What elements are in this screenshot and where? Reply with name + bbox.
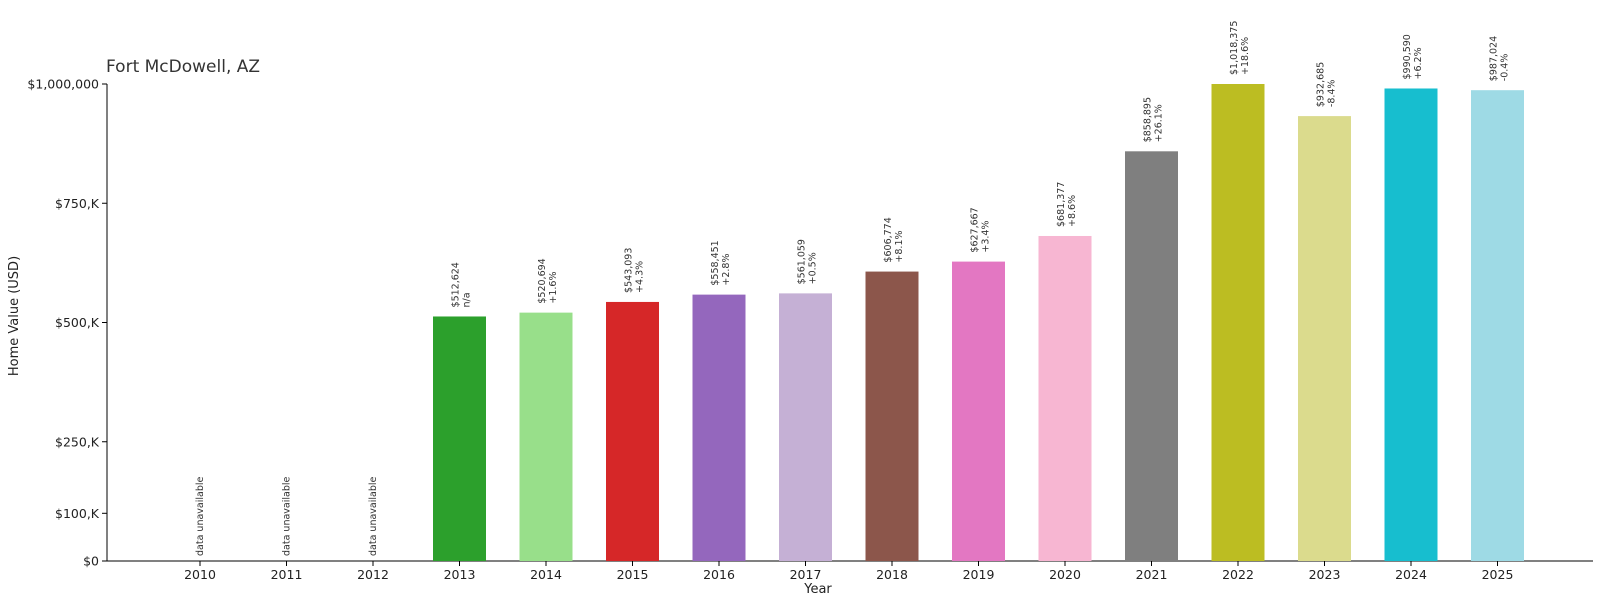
x-axis-label: Year — [803, 582, 832, 597]
value-label: $858,895 — [1143, 97, 1154, 142]
unavailable-label: data unavailable — [195, 477, 206, 556]
bar-2020 — [1038, 235, 1092, 562]
x-tick-label: 2010 — [184, 567, 216, 582]
bar-2014 — [519, 312, 573, 561]
x-tick-label: 2022 — [1222, 567, 1254, 582]
value-label: $512,624 — [451, 262, 462, 307]
y-tick-label: $100,K — [55, 506, 100, 521]
value-label: $561,059 — [797, 239, 808, 284]
bar-2015 — [606, 301, 659, 561]
bar-2021 — [1125, 151, 1178, 562]
value-label: $987,024 — [1489, 36, 1500, 81]
bar-2024 — [1384, 88, 1438, 561]
change-label: +1.6% — [548, 272, 559, 304]
y-tick-label: $500,K — [55, 315, 100, 330]
x-tick-label: 2013 — [444, 567, 476, 582]
change-label: +4.3% — [635, 261, 646, 293]
bar-2019 — [952, 261, 1005, 561]
x-tick-label: 2023 — [1309, 567, 1341, 582]
x-tick-label: 2024 — [1395, 567, 1427, 582]
x-tick-label: 2021 — [1136, 567, 1168, 582]
change-label: +3.4% — [981, 220, 992, 252]
change-label: -0.4% — [1500, 54, 1511, 82]
y-tick-label: $250,K — [55, 434, 100, 449]
x-tick-label: 2025 — [1482, 567, 1514, 582]
x-tick-label: 2015 — [617, 567, 649, 582]
x-ticks: 2010 2011 2012 2013 2014 2015 2016 2017 2018 2019… — [184, 561, 1513, 582]
change-label: +6.2% — [1413, 47, 1424, 79]
change-label: +18.6% — [1240, 37, 1251, 75]
x-tick-label: 2018 — [876, 567, 908, 582]
bar-2025 — [1471, 90, 1524, 562]
x-tick-label: 2014 — [530, 567, 562, 582]
bar-2023 — [1298, 116, 1351, 561]
change-label: +26.1% — [1154, 104, 1165, 142]
value-label: $627,667 — [970, 207, 981, 252]
y-tick-label: $0 — [83, 554, 99, 569]
change-label: n/a — [462, 292, 473, 307]
bar-2013 — [433, 316, 486, 561]
bar-labels: data unavailable data unavailable data una… — [195, 21, 1511, 556]
y-tick-label: $1,000,000 — [27, 77, 99, 92]
bars-group — [433, 84, 1524, 562]
change-label: -8.4% — [1327, 80, 1338, 108]
x-tick-label: 2011 — [271, 567, 303, 582]
value-label: $606,774 — [883, 217, 894, 262]
value-label: $932,685 — [1316, 62, 1327, 107]
bar-2022 — [1211, 84, 1265, 561]
value-label: $681,377 — [1056, 182, 1067, 227]
bar-2018 — [865, 271, 919, 561]
change-label: +8.6% — [1067, 195, 1078, 227]
chart-title: Fort McDowell, AZ — [106, 57, 260, 77]
change-label: +2.8% — [721, 254, 732, 286]
change-label: +8.1% — [894, 230, 905, 262]
y-tick-label: $750,K — [55, 196, 100, 211]
y-ticks: $0 $100,K $250,K $500,K $750,K $1,000,000 — [27, 77, 107, 569]
bar-2017 — [779, 293, 832, 561]
bar-2016 — [692, 294, 746, 561]
value-label: $1,018,375 — [1229, 21, 1240, 75]
value-label: $543,093 — [624, 248, 635, 293]
change-label: +0.5% — [808, 252, 819, 284]
y-axis-label: Home Value (USD) — [7, 256, 22, 376]
x-tick-label: 2017 — [790, 567, 822, 582]
x-tick-label: 2019 — [963, 567, 995, 582]
value-label: $520,694 — [537, 258, 548, 303]
unavailable-label: data unavailable — [282, 477, 293, 556]
value-label: $558,451 — [710, 240, 721, 285]
x-tick-label: 2016 — [703, 567, 735, 582]
unavailable-label: data unavailable — [368, 477, 379, 556]
x-tick-label: 2020 — [1049, 567, 1081, 582]
x-tick-label: 2012 — [357, 567, 389, 582]
value-label: $990,590 — [1402, 34, 1413, 79]
